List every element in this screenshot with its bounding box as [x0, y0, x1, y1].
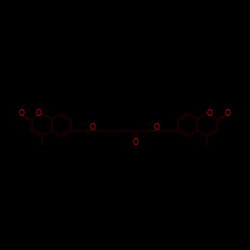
- Text: O: O: [90, 123, 96, 132]
- Text: O: O: [154, 123, 159, 132]
- Text: O: O: [224, 109, 230, 118]
- Text: O: O: [207, 109, 213, 118]
- Text: O: O: [36, 109, 42, 118]
- Text: O: O: [132, 138, 138, 147]
- Text: O: O: [19, 109, 24, 118]
